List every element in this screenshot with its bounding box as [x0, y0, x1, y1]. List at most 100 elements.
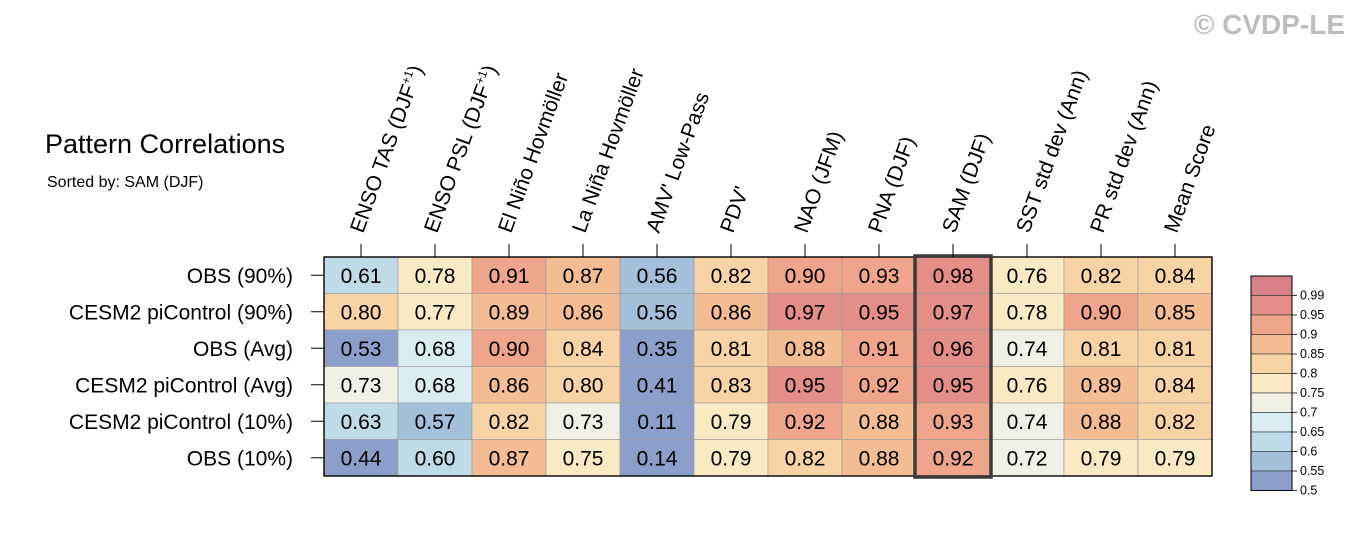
cell-value: 0.92	[785, 411, 826, 434]
colorbar-label: 0.5	[1300, 484, 1317, 498]
heatmap-cell	[545, 293, 621, 331]
cell-value: 0.93	[859, 265, 900, 288]
colorbar-label: 0.75	[1300, 386, 1324, 400]
column-label: ENSO PSL (DJF+1)	[419, 62, 502, 236]
cell-value: 0.78	[415, 265, 456, 288]
colorbar-swatch	[1250, 470, 1293, 491]
column-label: PNA (DJF)	[864, 134, 920, 236]
heatmap-cell	[1063, 329, 1139, 367]
cell-value: 0.74	[1007, 338, 1048, 361]
heatmap-cell	[693, 439, 769, 477]
cell-value: 0.14	[637, 447, 678, 470]
heatmap-cell	[989, 439, 1065, 477]
colorbar: 0.99 0.95 0.9 0.85 0.8 0.75 0.7 0.65 0.6 0.55 0.5	[1250, 275, 1324, 498]
cell-value: 0.88	[859, 447, 900, 470]
column-label: PR std dev (Ann)	[1086, 78, 1162, 236]
heatmap-cell	[619, 402, 695, 440]
cell-value: 0.56	[637, 265, 678, 288]
cell-value: 0.41	[637, 374, 678, 397]
cell-value: 0.93	[933, 411, 974, 434]
cell-value: 0.79	[1155, 447, 1196, 470]
heatmap-cell	[471, 366, 547, 404]
heatmap-cell	[397, 256, 473, 294]
colorbar-swatch	[1250, 295, 1293, 316]
colorbar-swatch	[1250, 353, 1293, 374]
colorbar-frame	[1250, 275, 1293, 491]
colorbar-swatch	[1250, 334, 1293, 355]
heatmap-cell	[323, 329, 399, 367]
heatmap-cell	[915, 439, 991, 477]
cell-value: 0.78	[1007, 301, 1048, 324]
cell-value: 0.91	[489, 265, 530, 288]
cell-value: 0.85	[1155, 301, 1196, 324]
heatmap-cell	[323, 293, 399, 331]
cell-value: 0.76	[1007, 374, 1048, 397]
cell-value: 0.68	[415, 338, 456, 361]
cell-value: 0.90	[785, 265, 826, 288]
cell-value: 0.80	[341, 301, 382, 324]
cell-value: 0.57	[415, 411, 456, 434]
heatmap-cell	[767, 293, 843, 331]
cell-value: 0.95	[859, 301, 900, 324]
heatmap-cell	[545, 329, 621, 367]
row-labels: OBS (90%) CESM2 piControl (90%) OBS (Avg) C…	[69, 265, 324, 470]
cell-value: 0.90	[489, 338, 530, 361]
cell-value: 0.92	[933, 447, 974, 470]
column-label: PDV'	[716, 183, 754, 235]
column-label: ENSO TAS (DJF+1)	[345, 62, 428, 236]
cell-value: 0.75	[563, 447, 604, 470]
colorbar-label: 0.9	[1300, 328, 1317, 342]
heatmap-cell	[545, 366, 621, 404]
cell-value: 0.95	[933, 374, 974, 397]
cell-value: 0.89	[1081, 374, 1122, 397]
cell-value: 0.63	[341, 411, 382, 434]
chart-title: Pattern Correlations	[45, 129, 285, 159]
heatmap-cell	[545, 439, 621, 477]
cell-value: 0.73	[563, 411, 604, 434]
colorbar-label: 0.7	[1300, 406, 1317, 420]
cell-value: 0.86	[563, 301, 604, 324]
heatmap-cell	[471, 329, 547, 367]
cell-value: 0.79	[711, 447, 752, 470]
cell-value: 0.88	[1081, 411, 1122, 434]
heatmap-cell	[841, 439, 917, 477]
cell-value: 0.79	[711, 411, 752, 434]
cell-value: 0.91	[859, 338, 900, 361]
column-label: Mean Score	[1160, 121, 1220, 235]
cell-value: 0.76	[1007, 265, 1048, 288]
cell-value: 0.83	[711, 374, 752, 397]
heatmap-cell	[915, 293, 991, 331]
cell-value: 0.11	[637, 411, 676, 434]
heatmap-cell	[545, 256, 621, 294]
cell-value: 0.97	[933, 301, 974, 324]
colorbar-label: 0.65	[1300, 425, 1324, 439]
colorbar-label: 0.6	[1300, 445, 1317, 459]
heatmap-cell	[1137, 256, 1213, 294]
row-label: CESM2 piControl (10%)	[69, 411, 293, 434]
heatmap-cell	[767, 439, 843, 477]
cell-value: 0.84	[563, 338, 604, 361]
column-label: SST std dev (Ann)	[1012, 67, 1092, 236]
colorbar-label: 0.8	[1300, 367, 1317, 381]
cell-value: 0.98	[933, 265, 974, 288]
heatmap-cell	[989, 366, 1065, 404]
watermark: © CVDP-LE	[1194, 9, 1345, 40]
cell-value: 0.79	[1081, 447, 1122, 470]
cell-value: 0.84	[1155, 374, 1196, 397]
heatmap-cell	[989, 293, 1065, 331]
cell-value: 0.86	[711, 301, 752, 324]
grid-frame	[323, 256, 1213, 477]
heatmap-cell	[323, 256, 399, 294]
column-label: El Niño Hovmöller	[494, 70, 573, 236]
cell-value: 0.87	[489, 447, 530, 470]
colorbar-label: 0.95	[1300, 308, 1324, 322]
cell-value: 0.86	[489, 374, 530, 397]
column-label: SAM (DJF)	[938, 130, 995, 235]
heatmap-cell	[1137, 439, 1213, 477]
cell-value: 0.84	[1155, 265, 1196, 288]
colorbar-label: 0.85	[1300, 347, 1324, 361]
heatmap-cell	[1063, 293, 1139, 331]
colorbar-swatch	[1250, 314, 1293, 335]
heatmap-cell	[323, 439, 399, 477]
heatmap-cell	[1137, 329, 1213, 367]
